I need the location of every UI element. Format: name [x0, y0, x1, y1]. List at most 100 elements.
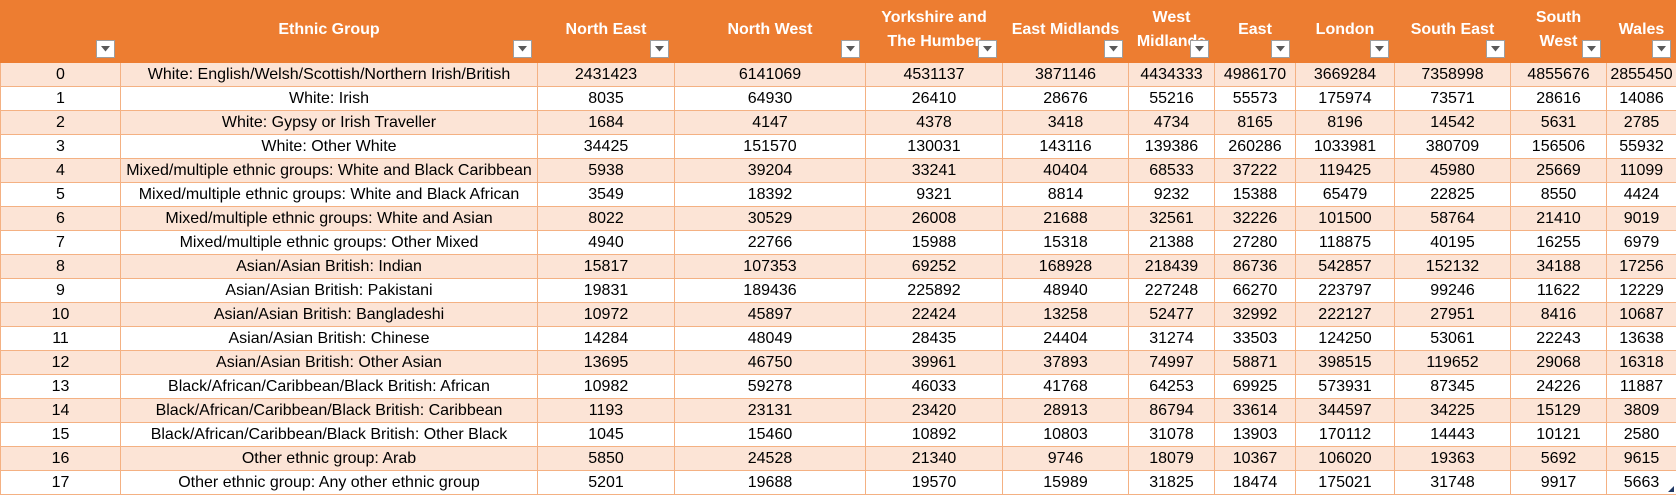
header-index[interactable]: [0, 0, 121, 63]
value-cell[interactable]: 65479: [1295, 182, 1395, 207]
value-cell[interactable]: 32226: [1214, 206, 1296, 231]
value-cell[interactable]: 4378: [865, 110, 1003, 135]
value-cell[interactable]: 542857: [1295, 254, 1395, 279]
value-cell[interactable]: 5663: [1606, 470, 1676, 495]
value-cell[interactable]: 45980: [1394, 158, 1511, 183]
value-cell[interactable]: 168928: [1002, 254, 1129, 279]
value-cell[interactable]: 46033: [865, 374, 1003, 399]
row-index-cell[interactable]: 17: [0, 470, 121, 495]
value-cell[interactable]: 19570: [865, 470, 1003, 495]
header-cell[interactable]: South East: [1394, 0, 1511, 63]
value-cell[interactable]: 10367: [1214, 446, 1296, 471]
value-cell[interactable]: 11099: [1606, 158, 1676, 183]
row-index-cell[interactable]: 12: [0, 350, 121, 375]
value-cell[interactable]: 22766: [674, 230, 866, 255]
value-cell[interactable]: 573931: [1295, 374, 1395, 399]
ethnic-group-cell[interactable]: White: English/Welsh/Scottish/Northern I…: [120, 62, 538, 87]
value-cell[interactable]: 45897: [674, 302, 866, 327]
value-cell[interactable]: 33614: [1214, 398, 1296, 423]
value-cell[interactable]: 380709: [1394, 134, 1511, 159]
value-cell[interactable]: 10982: [537, 374, 675, 399]
value-cell[interactable]: 52477: [1128, 302, 1215, 327]
value-cell[interactable]: 1193: [537, 398, 675, 423]
value-cell[interactable]: 15318: [1002, 230, 1129, 255]
value-cell[interactable]: 6141069: [674, 62, 866, 87]
value-cell[interactable]: 41768: [1002, 374, 1129, 399]
value-cell[interactable]: 37893: [1002, 350, 1129, 375]
value-cell[interactable]: 58871: [1214, 350, 1296, 375]
value-cell[interactable]: 33241: [865, 158, 1003, 183]
value-cell[interactable]: 5938: [537, 158, 675, 183]
value-cell[interactable]: 7358998: [1394, 62, 1511, 87]
value-cell[interactable]: 8022: [537, 206, 675, 231]
value-cell[interactable]: 46750: [674, 350, 866, 375]
value-cell[interactable]: 15460: [674, 422, 866, 447]
value-cell[interactable]: 13695: [537, 350, 675, 375]
row-index-cell[interactable]: 10: [0, 302, 121, 327]
value-cell[interactable]: 40195: [1394, 230, 1511, 255]
row-index-cell[interactable]: 6: [0, 206, 121, 231]
value-cell[interactable]: 9746: [1002, 446, 1129, 471]
value-cell[interactable]: 64930: [674, 86, 866, 111]
ethnic-group-cell[interactable]: White: Gypsy or Irish Traveller: [120, 110, 538, 135]
ethnic-group-cell[interactable]: Mixed/multiple ethnic groups: White and …: [120, 182, 538, 207]
value-cell[interactable]: 28616: [1510, 86, 1607, 111]
value-cell[interactable]: 130031: [865, 134, 1003, 159]
value-cell[interactable]: 55216: [1128, 86, 1215, 111]
value-cell[interactable]: 68533: [1128, 158, 1215, 183]
ethnic-group-cell[interactable]: Mixed/multiple ethnic groups: White and …: [120, 158, 538, 183]
value-cell[interactable]: 106020: [1295, 446, 1395, 471]
value-cell[interactable]: 31825: [1128, 470, 1215, 495]
row-index-cell[interactable]: 14: [0, 398, 121, 423]
value-cell[interactable]: 26410: [865, 86, 1003, 111]
value-cell[interactable]: 69252: [865, 254, 1003, 279]
value-cell[interactable]: 27951: [1394, 302, 1511, 327]
value-cell[interactable]: 29068: [1510, 350, 1607, 375]
value-cell[interactable]: 24404: [1002, 326, 1129, 351]
value-cell[interactable]: 2431423: [537, 62, 675, 87]
row-index-cell[interactable]: 13: [0, 374, 121, 399]
ethnic-group-cell[interactable]: Black/African/Caribbean/Black British: O…: [120, 422, 538, 447]
value-cell[interactable]: 53061: [1394, 326, 1511, 351]
value-cell[interactable]: 33503: [1214, 326, 1296, 351]
value-cell[interactable]: 227248: [1128, 278, 1215, 303]
filter-dropdown-button[interactable]: [978, 40, 997, 58]
value-cell[interactable]: 13638: [1606, 326, 1676, 351]
value-cell[interactable]: 64253: [1128, 374, 1215, 399]
value-cell[interactable]: 15388: [1214, 182, 1296, 207]
value-cell[interactable]: 5850: [537, 446, 675, 471]
filter-dropdown-button[interactable]: [1104, 40, 1123, 58]
value-cell[interactable]: 6979: [1606, 230, 1676, 255]
value-cell[interactable]: 152132: [1394, 254, 1511, 279]
value-cell[interactable]: 8550: [1510, 182, 1607, 207]
header-cell[interactable]: East Midlands: [1002, 0, 1129, 63]
value-cell[interactable]: 5692: [1510, 446, 1607, 471]
value-cell[interactable]: 10972: [537, 302, 675, 327]
header-cell[interactable]: Yorkshire and The Humber: [865, 0, 1003, 63]
value-cell[interactable]: 223797: [1295, 278, 1395, 303]
value-cell[interactable]: 4147: [674, 110, 866, 135]
row-index-cell[interactable]: 9: [0, 278, 121, 303]
ethnic-group-cell[interactable]: Asian/Asian British: Chinese: [120, 326, 538, 351]
value-cell[interactable]: 21340: [865, 446, 1003, 471]
value-cell[interactable]: 15988: [865, 230, 1003, 255]
value-cell[interactable]: 25669: [1510, 158, 1607, 183]
ethnic-group-cell[interactable]: Asian/Asian British: Bangladeshi: [120, 302, 538, 327]
value-cell[interactable]: 99246: [1394, 278, 1511, 303]
row-index-cell[interactable]: 3: [0, 134, 121, 159]
value-cell[interactable]: 222127: [1295, 302, 1395, 327]
value-cell[interactable]: 13903: [1214, 422, 1296, 447]
value-cell[interactable]: 14086: [1606, 86, 1676, 111]
value-cell[interactable]: 48940: [1002, 278, 1129, 303]
value-cell[interactable]: 4986170: [1214, 62, 1296, 87]
filter-dropdown-button[interactable]: [1486, 40, 1505, 58]
value-cell[interactable]: 143116: [1002, 134, 1129, 159]
value-cell[interactable]: 22825: [1394, 182, 1511, 207]
filter-dropdown-button[interactable]: [650, 40, 669, 58]
value-cell[interactable]: 175021: [1295, 470, 1395, 495]
value-cell[interactable]: 31274: [1128, 326, 1215, 351]
value-cell[interactable]: 14443: [1394, 422, 1511, 447]
value-cell[interactable]: 3809: [1606, 398, 1676, 423]
row-index-cell[interactable]: 15: [0, 422, 121, 447]
value-cell[interactable]: 1045: [537, 422, 675, 447]
